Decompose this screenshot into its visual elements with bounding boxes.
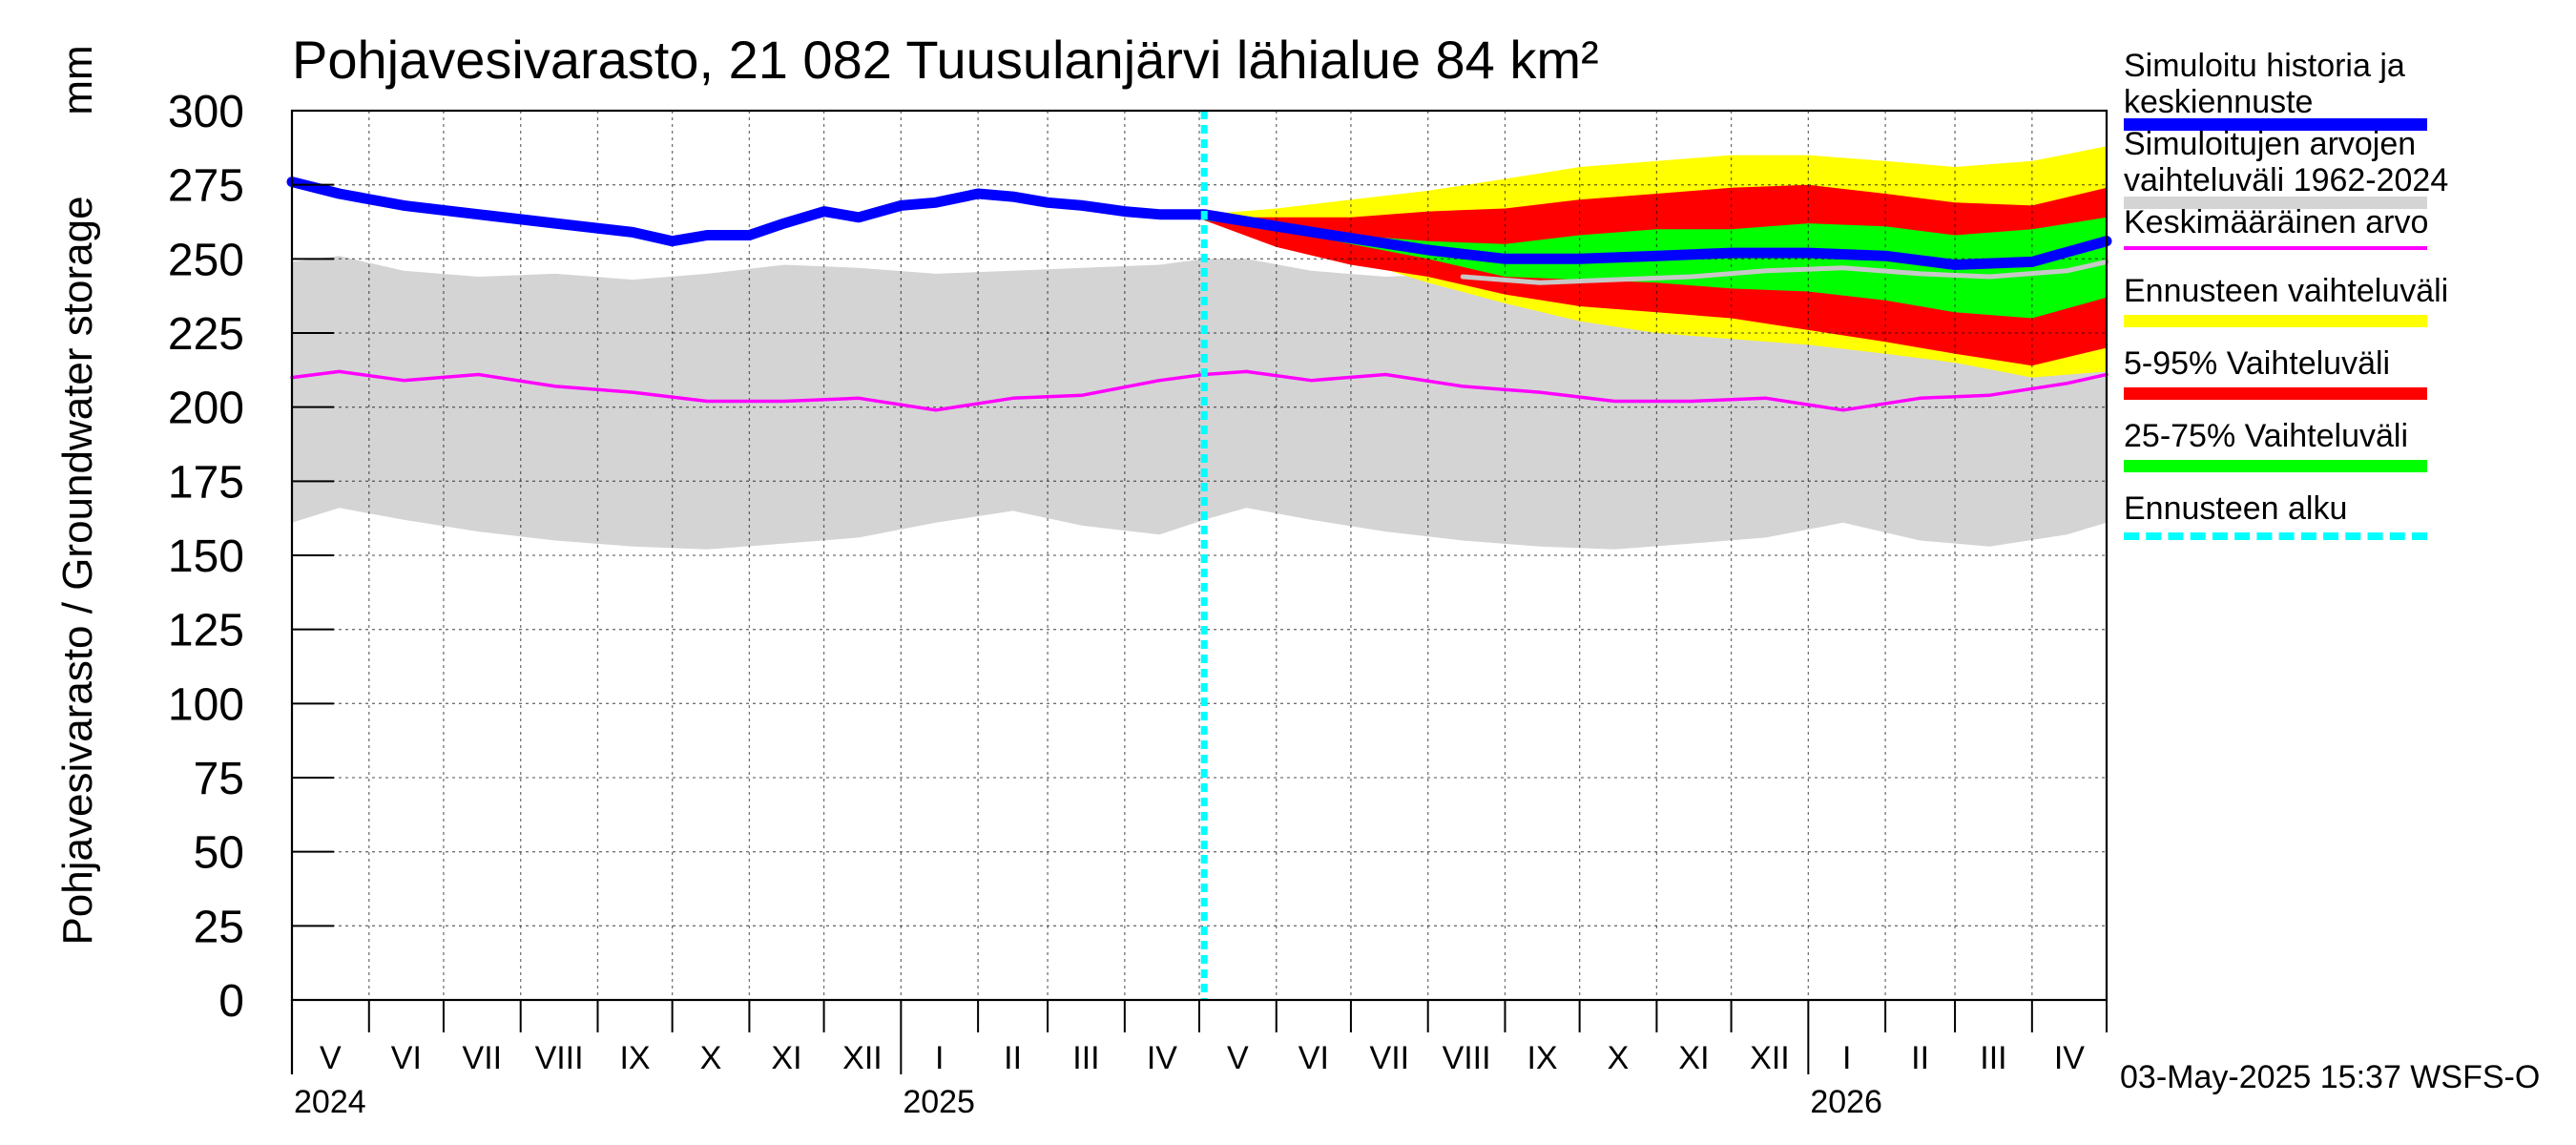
y-tick-label: 225 — [168, 309, 244, 360]
month-label: I — [935, 1040, 944, 1076]
legend-item-sim-range: Simuloitujen arvojen vaihteluväli 1962-2… — [2124, 126, 2544, 209]
month-label: X — [700, 1040, 722, 1076]
series-line-2 — [286, 177, 2112, 270]
legend-item-5-95: 5-95% Vaihteluväli — [2124, 345, 2544, 418]
y-tick-label: 125 — [168, 606, 244, 656]
range-bands — [292, 146, 2107, 550]
month-label: II — [1004, 1040, 1022, 1076]
month-label: V — [320, 1040, 342, 1076]
month-label: IV — [2054, 1040, 2085, 1076]
y-tick-label: 25 — [194, 902, 244, 952]
legend-label: 25-75% Vaihteluväli — [2124, 418, 2408, 454]
year-label: 2024 — [294, 1084, 366, 1120]
year-label: 2025 — [903, 1084, 975, 1120]
legend-swatch — [2124, 387, 2427, 400]
legend-item-forecast-start: Ennusteen alku — [2124, 490, 2544, 563]
y-tick-label: 175 — [168, 457, 244, 508]
y-tick-labels: 0 25 50 75 100 125 150 175 200 225 250 275 300 — [168, 87, 244, 1027]
legend-swatch — [2124, 460, 2427, 472]
legend-label: Ennusteen vaihteluväli — [2124, 273, 2449, 309]
month-label: XI — [1678, 1040, 1709, 1076]
month-label: XII — [842, 1040, 883, 1076]
legend-item-forecast-range: Ennusteen vaihteluväli — [2124, 273, 2544, 345]
month-label: X — [1608, 1040, 1630, 1076]
band-3 — [1204, 217, 2107, 319]
month-label: II — [1911, 1040, 1929, 1076]
month-label: IV — [1147, 1040, 1177, 1076]
legend-swatch — [2124, 118, 2427, 131]
month-label: III — [1980, 1040, 2006, 1076]
month-label: VII — [463, 1040, 503, 1076]
y-tick-label: 75 — [194, 754, 244, 804]
legend-label: Keskimääräinen arvo — [2124, 204, 2429, 240]
month-label: VII — [1370, 1040, 1410, 1076]
y-axis-unit: mm — [54, 45, 101, 115]
year-label: 2026 — [1810, 1084, 1882, 1120]
y-axis-label: Pohjavesivarasto / Groundwater storage — [54, 196, 101, 946]
month-label: XII — [1750, 1040, 1790, 1076]
y-tick-label: 300 — [168, 87, 244, 137]
y-tick-label: 250 — [168, 235, 244, 285]
legend-label: 5-95% Vaihteluväli — [2124, 345, 2391, 382]
month-label: IX — [619, 1040, 650, 1076]
month-label: VI — [391, 1040, 422, 1076]
y-tick-label: 100 — [168, 679, 244, 730]
y-tick-label: 50 — [194, 828, 244, 879]
legend-swatch — [2124, 246, 2427, 250]
legend-swatch — [2124, 532, 2427, 540]
y-tick-label: 200 — [168, 384, 244, 434]
legend-item-25-75: 25-75% Vaihteluväli — [2124, 418, 2544, 490]
y-tick-label: 275 — [168, 161, 244, 212]
legend-swatch — [2124, 197, 2427, 209]
month-label: III — [1072, 1040, 1099, 1076]
legend-swatch — [2124, 315, 2427, 327]
timestamp-footer: 03-May-2025 15:37 WSFS-O — [2120, 1059, 2541, 1095]
month-label: VIII — [535, 1040, 584, 1076]
x-axis-months: V VI VII VIII IX X XI XII I II III IV V VI VII VIII IX X X… — [290, 1000, 2108, 1120]
month-label: IX — [1527, 1040, 1557, 1076]
legend-label: Ennusteen alku — [2124, 490, 2348, 527]
series-line-1 — [1460, 259, 2109, 285]
legend-item-mean: Keskimääräinen arvo — [2124, 204, 2544, 273]
legend-label: Simuloitu historia ja keskiennuste — [2124, 48, 2405, 120]
legend-item-history: Simuloitu historia ja keskiennuste — [2124, 48, 2544, 131]
month-label: V — [1227, 1040, 1249, 1076]
legend: Simuloitu historia ja keskiennuste Simul… — [2124, 48, 2544, 563]
legend-label: Simuloitujen arvojen vaihteluväli 1962-2… — [2124, 126, 2449, 198]
y-tick-label: 150 — [168, 531, 244, 582]
month-label: VI — [1298, 1040, 1329, 1076]
month-label: I — [1842, 1040, 1851, 1076]
month-label: XI — [771, 1040, 801, 1076]
y-tick-label: 0 — [218, 976, 244, 1027]
month-label: VIII — [1443, 1040, 1491, 1076]
chart-title: Pohjavesivarasto, 21 082 Tuusulanjärvi l… — [292, 30, 1599, 90]
